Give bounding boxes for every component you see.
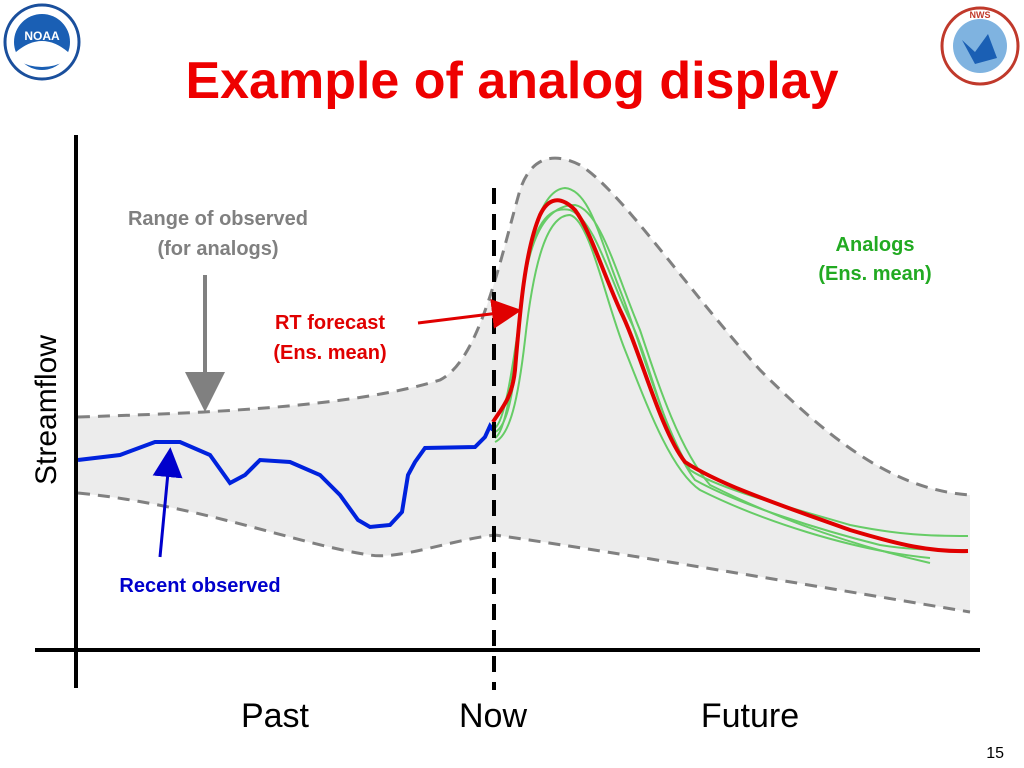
logo-text: NWS bbox=[970, 10, 991, 20]
y-axis-label: Streamflow bbox=[30, 335, 63, 485]
x-label: Past bbox=[241, 697, 310, 735]
recent-observed bbox=[77, 422, 495, 530]
x-label: Now bbox=[459, 697, 527, 735]
annotation: RT forecast bbox=[275, 312, 385, 334]
range-band bbox=[78, 158, 970, 613]
range-upper bbox=[77, 156, 971, 497]
annotation: (Ens. mean) bbox=[273, 342, 386, 364]
rt-arrow bbox=[417, 298, 522, 329]
annotation: (Ens. mean) bbox=[818, 263, 931, 285]
page-number: 15 bbox=[986, 745, 1004, 762]
nws-logo: NWS bbox=[940, 6, 1020, 86]
annotation: (for analogs) bbox=[157, 238, 278, 260]
title: Example of analog display bbox=[185, 52, 838, 110]
annotation: Range of observed bbox=[128, 208, 308, 230]
x-label: Future bbox=[701, 697, 799, 735]
annotation: Analogs bbox=[836, 234, 915, 256]
noaa-logo: NOAA bbox=[3, 3, 81, 81]
annotation: Recent observed bbox=[119, 575, 280, 597]
recent-arrow bbox=[152, 447, 183, 558]
range-lower bbox=[77, 491, 971, 614]
logo-text: NOAA bbox=[24, 29, 60, 43]
